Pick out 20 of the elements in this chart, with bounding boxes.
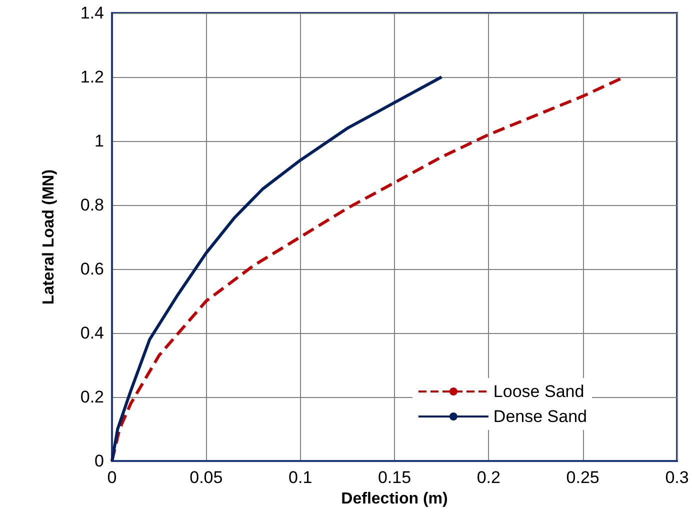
line-series	[110, 76, 444, 462]
x-tick-label: 0.25	[566, 468, 600, 487]
y-axis-title: Lateral Load (MN)	[40, 169, 58, 305]
y-tick-label: 0.6	[80, 260, 104, 278]
y-tick-label: 1.4	[80, 4, 104, 22]
x-tick-label: 0.2	[476, 468, 500, 487]
legend-label: Dense Sand	[493, 407, 588, 426]
legend-label: Loose Sand	[493, 382, 584, 401]
x-tick-label: 0.15	[378, 468, 412, 487]
y-tick-label: 0	[94, 452, 104, 470]
y-tick-label: 0.2	[80, 388, 104, 406]
y-tick-label: 0.4	[80, 324, 104, 342]
y-tick-label: 0.8	[80, 196, 104, 214]
x-tick-label: 0	[107, 468, 117, 487]
y-tick-label: 1.2	[80, 68, 104, 86]
x-tick-label: 0.05	[190, 468, 223, 487]
x-axis-title: Deflection (m)	[341, 490, 448, 508]
y-tick-label: 1	[94, 132, 104, 150]
x-tick-label: 0.3	[665, 468, 689, 487]
x-tick-label: 0.1	[288, 468, 312, 487]
